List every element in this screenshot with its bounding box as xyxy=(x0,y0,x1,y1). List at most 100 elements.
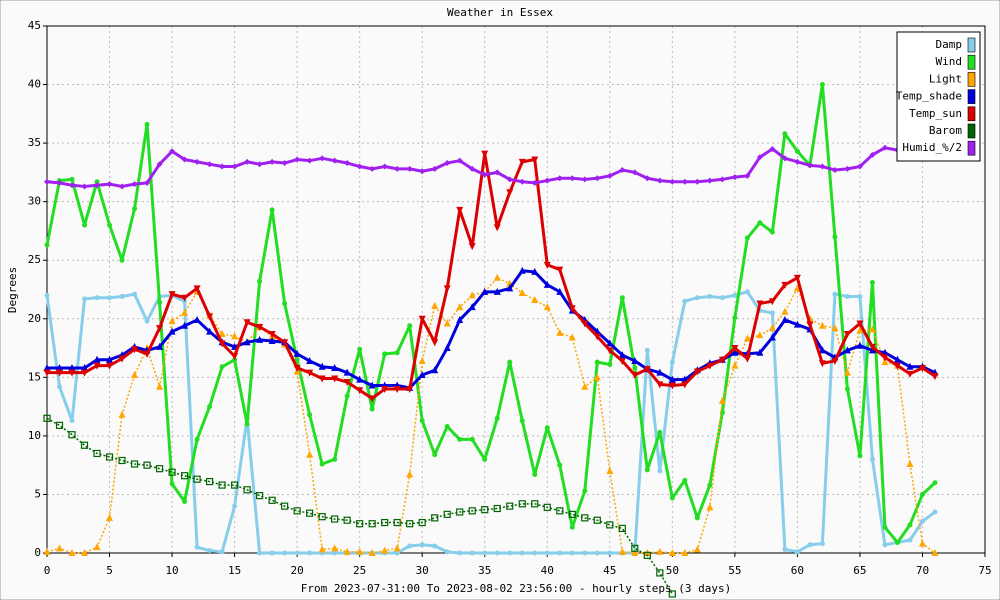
marker xyxy=(631,356,639,364)
marker xyxy=(294,156,301,163)
legend-label: Wind xyxy=(936,55,963,68)
marker xyxy=(194,544,200,550)
marker xyxy=(656,381,664,389)
marker xyxy=(631,169,638,176)
x-tick-label: 15 xyxy=(228,564,241,577)
marker xyxy=(544,550,550,556)
marker xyxy=(118,410,126,418)
x-tick-label: 20 xyxy=(291,564,304,577)
marker xyxy=(130,460,139,468)
marker xyxy=(119,294,125,300)
marker xyxy=(432,452,438,458)
marker xyxy=(44,242,50,248)
marker xyxy=(706,177,713,184)
marker xyxy=(256,161,263,168)
marker xyxy=(318,513,326,521)
marker xyxy=(418,370,426,378)
marker xyxy=(743,355,751,363)
marker xyxy=(269,550,275,556)
marker xyxy=(293,507,301,515)
marker xyxy=(831,357,839,365)
marker xyxy=(268,496,276,504)
marker xyxy=(781,307,789,315)
marker xyxy=(519,178,526,185)
marker xyxy=(282,550,288,556)
marker xyxy=(356,520,364,528)
marker xyxy=(868,343,876,351)
marker xyxy=(431,165,438,172)
marker xyxy=(68,549,76,556)
marker xyxy=(556,287,564,295)
marker xyxy=(406,386,414,394)
marker xyxy=(532,472,538,478)
marker xyxy=(82,222,88,228)
marker xyxy=(531,267,539,275)
marker xyxy=(105,453,114,461)
marker xyxy=(606,467,614,475)
marker xyxy=(619,167,626,174)
marker xyxy=(56,179,63,186)
marker xyxy=(881,358,889,366)
marker xyxy=(319,155,326,162)
marker xyxy=(731,348,739,356)
marker xyxy=(368,381,376,389)
marker xyxy=(719,295,725,301)
marker xyxy=(882,524,888,530)
marker xyxy=(156,161,163,168)
marker xyxy=(394,550,400,556)
marker xyxy=(769,145,776,152)
marker xyxy=(331,375,339,383)
marker xyxy=(731,361,739,369)
legend-swatch xyxy=(967,72,976,87)
marker xyxy=(582,550,588,556)
legend-box xyxy=(896,31,981,162)
marker xyxy=(607,550,613,556)
marker xyxy=(231,163,238,170)
marker xyxy=(444,424,450,430)
marker xyxy=(531,179,538,186)
marker xyxy=(168,317,176,325)
marker xyxy=(494,415,500,421)
marker xyxy=(769,310,775,316)
marker xyxy=(332,550,338,556)
marker xyxy=(144,121,150,127)
marker xyxy=(231,353,239,361)
marker xyxy=(306,369,314,377)
marker xyxy=(681,381,689,389)
marker xyxy=(793,320,801,328)
marker xyxy=(218,481,226,489)
marker xyxy=(381,518,389,527)
y-tick-label: 5 xyxy=(34,487,41,500)
marker xyxy=(618,351,626,359)
legend-label: Light xyxy=(929,72,962,85)
marker xyxy=(406,520,414,528)
marker xyxy=(493,273,501,281)
marker xyxy=(931,373,939,381)
marker xyxy=(694,295,700,301)
marker xyxy=(932,509,938,515)
marker xyxy=(481,150,489,158)
marker xyxy=(294,357,300,363)
marker xyxy=(518,289,526,297)
marker xyxy=(269,158,276,165)
marker xyxy=(407,323,413,329)
marker xyxy=(519,418,525,424)
marker xyxy=(794,158,801,165)
marker xyxy=(156,342,164,350)
marker xyxy=(219,163,226,170)
marker xyxy=(768,333,776,341)
marker xyxy=(507,359,513,365)
marker xyxy=(606,339,614,347)
marker xyxy=(80,441,89,449)
marker xyxy=(307,550,313,556)
marker xyxy=(593,516,601,524)
marker xyxy=(906,370,914,378)
marker xyxy=(257,278,263,284)
marker xyxy=(893,362,901,370)
marker xyxy=(306,157,313,164)
marker xyxy=(94,179,100,185)
marker xyxy=(856,326,864,334)
marker xyxy=(769,229,775,235)
marker xyxy=(218,330,226,338)
